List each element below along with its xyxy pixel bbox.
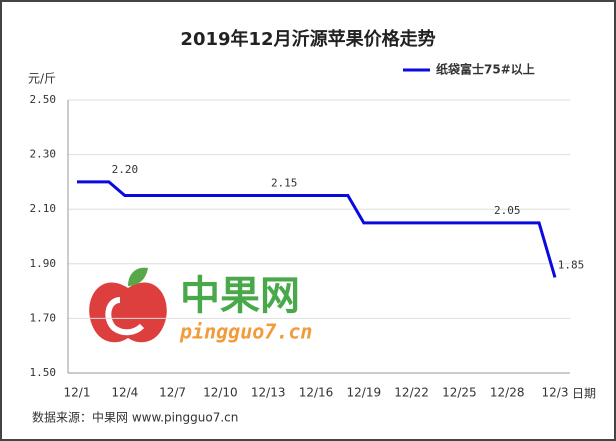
x-tick-label: 12/7 <box>159 386 186 400</box>
value-label: 2.15 <box>271 177 298 190</box>
watermark-name: 中果网 <box>180 273 300 319</box>
x-tick-label: 12/4 <box>111 386 138 400</box>
x-axis-label: 日期 <box>572 387 596 401</box>
y-tick-label: 1.90 <box>30 257 57 270</box>
value-label: 2.05 <box>494 204 521 217</box>
y-axis-label: 元/斤 <box>28 72 56 86</box>
logo-swirl <box>105 297 145 336</box>
x-tick-label: 12/1 <box>64 386 91 400</box>
value-label: 2.20 <box>112 163 139 176</box>
x-tick-label: 12/19 <box>347 386 382 400</box>
x-tick-label: 12/25 <box>442 386 477 400</box>
x-tick-label: 12/13 <box>251 386 286 400</box>
y-tick-label: 2.10 <box>30 202 57 215</box>
line <box>77 180 557 278</box>
watermark: 中果网 pingguo7.cn <box>89 267 312 344</box>
x-tick-label: 12/22 <box>394 386 429 400</box>
legend-label: 纸袋富士75#以上 <box>436 62 535 77</box>
y-tick-label: 2.30 <box>30 148 57 161</box>
x-tick-label: 12/3 <box>542 386 569 400</box>
y-tick-label: 2.50 <box>30 93 57 106</box>
chart-title: 2019年12月沂源苹果价格走势 <box>180 28 435 50</box>
value-label: 1.85 <box>558 258 585 271</box>
logo-apple <box>89 282 167 343</box>
y-tick-label: 1.50 <box>30 366 57 379</box>
x-tick-label: 12/16 <box>299 386 334 400</box>
watermark-site: pingguo7.cn <box>179 320 312 344</box>
logo-leaf <box>128 267 148 286</box>
source: 数据来源：中果网 www.pingguo7.cn <box>32 410 238 425</box>
x-tick-label: 12/28 <box>490 386 525 400</box>
x-tick-label: 12/10 <box>203 386 238 400</box>
y-tick-label: 1.70 <box>30 311 57 324</box>
